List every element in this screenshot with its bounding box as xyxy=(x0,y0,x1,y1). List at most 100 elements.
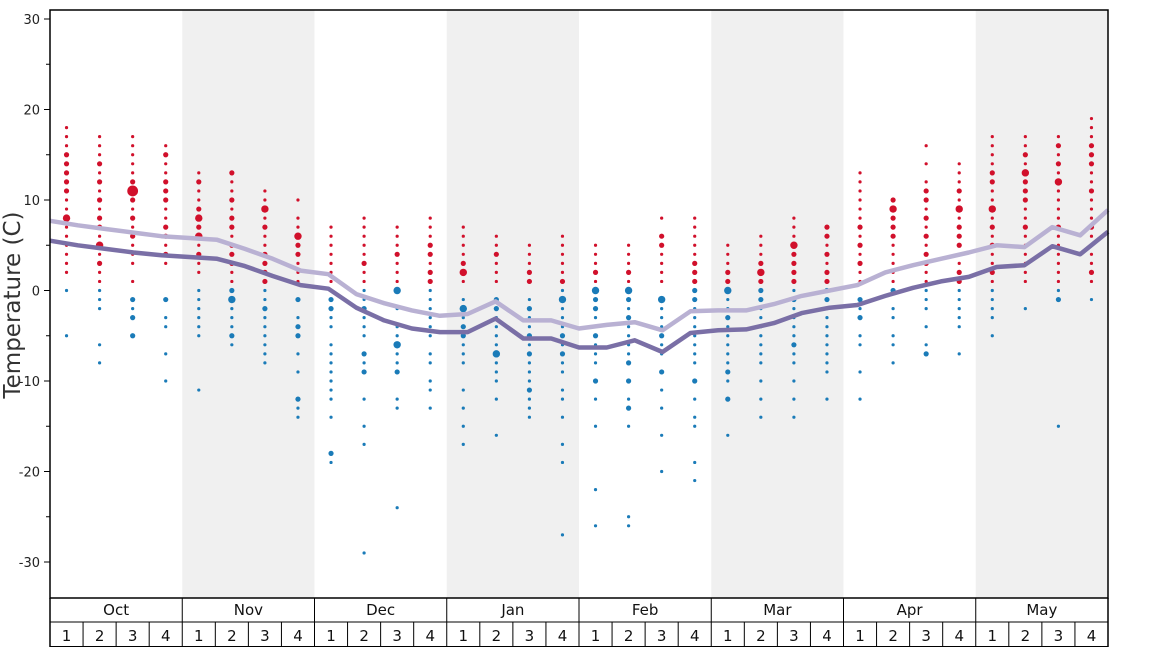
temperature-dot xyxy=(1088,269,1095,275)
temperature-dot xyxy=(825,334,829,338)
temperature-dot xyxy=(395,243,399,247)
temperature-dot xyxy=(64,126,69,130)
temperature-dot xyxy=(660,469,664,474)
temperature-dot xyxy=(1088,143,1095,149)
temperature-dot xyxy=(460,333,466,339)
temperature-dot xyxy=(857,315,863,321)
temperature-dot xyxy=(924,243,928,247)
temperature-dot xyxy=(395,261,399,265)
temperature-dot xyxy=(990,198,994,202)
temperature-dots xyxy=(62,116,1095,555)
temperature-dot xyxy=(395,397,399,401)
temperature-dot xyxy=(262,278,268,285)
temperature-dot xyxy=(593,524,598,528)
temperature-dot xyxy=(494,370,498,374)
temperature-dot xyxy=(1023,307,1027,311)
temperature-dot xyxy=(858,234,862,238)
temperature-dot xyxy=(1089,180,1094,184)
week-label: 3 xyxy=(1054,627,1064,645)
temperature-dot xyxy=(526,278,533,285)
temperature-dot xyxy=(924,279,928,284)
temperature-dot xyxy=(494,270,498,274)
temperature-dot xyxy=(792,334,796,338)
temperature-dot xyxy=(196,206,202,212)
temperature-dot xyxy=(592,296,599,303)
temperature-dot xyxy=(229,215,235,221)
temperature-dot xyxy=(759,234,763,238)
temperature-dot xyxy=(64,261,69,265)
y-tick-label: -10 xyxy=(19,375,40,390)
week-label: 2 xyxy=(1021,627,1031,645)
temperature-dot xyxy=(527,379,532,383)
temperature-dot xyxy=(957,352,961,356)
average-low-line xyxy=(49,229,1110,355)
temperature-dot xyxy=(957,162,961,166)
temperature-dot xyxy=(362,325,366,329)
month-label: Oct xyxy=(103,601,129,619)
temperature-dot xyxy=(428,388,432,392)
temperature-dot xyxy=(891,243,895,247)
temperature-dot xyxy=(494,243,498,247)
temperature-dot xyxy=(130,333,136,339)
temperature-dot xyxy=(395,225,399,229)
week-label: 4 xyxy=(954,627,964,645)
temperature-dot xyxy=(295,251,301,257)
temperature-dot xyxy=(824,278,830,285)
temperature-dot xyxy=(131,225,135,229)
temperature-dot xyxy=(792,397,796,401)
temperature-dot xyxy=(163,224,169,230)
temperature-dot xyxy=(858,198,862,202)
temperature-dot xyxy=(825,397,829,401)
temperature-dot xyxy=(362,279,366,284)
temperature-dot xyxy=(1056,198,1061,202)
temperature-dot xyxy=(792,234,796,238)
temperature-dot xyxy=(792,307,796,311)
temperature-dot xyxy=(295,296,301,303)
temperature-dot xyxy=(858,252,862,256)
temperature-dot xyxy=(693,325,697,329)
temperature-dot xyxy=(164,216,168,220)
week-label: 2 xyxy=(624,627,634,645)
temperature-dot xyxy=(262,260,268,266)
temperature-dot xyxy=(494,325,498,329)
temperature-dot xyxy=(693,460,697,465)
temperature-dot xyxy=(693,343,697,347)
temperature-dot xyxy=(890,233,896,239)
month-label: Nov xyxy=(234,601,263,619)
temperature-dot xyxy=(64,144,69,148)
temperature-dot xyxy=(97,279,102,284)
temperature-dot xyxy=(229,197,235,203)
temperature-dot xyxy=(791,342,797,348)
temperature-dot xyxy=(295,333,301,339)
temperature-dot xyxy=(362,288,366,293)
temperature-dot xyxy=(164,316,168,320)
temperature-dot xyxy=(493,251,499,257)
temperature-dot xyxy=(97,153,102,157)
temperature-dot xyxy=(891,252,895,256)
temperature-dot xyxy=(792,225,796,229)
temperature-dot xyxy=(427,251,433,257)
temperature-dot xyxy=(858,307,862,311)
temperature-dot xyxy=(64,252,69,256)
temperature-dot xyxy=(263,316,267,320)
temperature-dot xyxy=(593,316,598,320)
temperature-dot xyxy=(329,415,333,419)
temperature-dot xyxy=(825,343,829,347)
week-label: 3 xyxy=(657,627,667,645)
temperature-dot xyxy=(956,269,962,275)
temperature-dot xyxy=(1055,143,1062,149)
month-band xyxy=(182,10,315,598)
temperature-dot xyxy=(1022,224,1028,230)
temperature-dot xyxy=(164,352,168,356)
temperature-dot xyxy=(329,460,333,465)
temperature-dot xyxy=(362,316,366,320)
temperature-dot xyxy=(197,316,201,320)
temperature-dot xyxy=(591,286,600,295)
temperature-dot xyxy=(726,433,730,437)
week-label: 4 xyxy=(822,627,832,645)
y-tick-label: -30 xyxy=(19,556,40,571)
week-label: 4 xyxy=(425,627,435,645)
temperature-dot xyxy=(626,252,631,256)
x-axis: Oct 1 2 3 4 Nov 1 2 3 4 Dec 1 2 3 4 Jan 1 2 3 4 Feb 1 2 3 4 Mar 1 2… xyxy=(49,598,1109,647)
temperature-dot xyxy=(164,162,168,166)
